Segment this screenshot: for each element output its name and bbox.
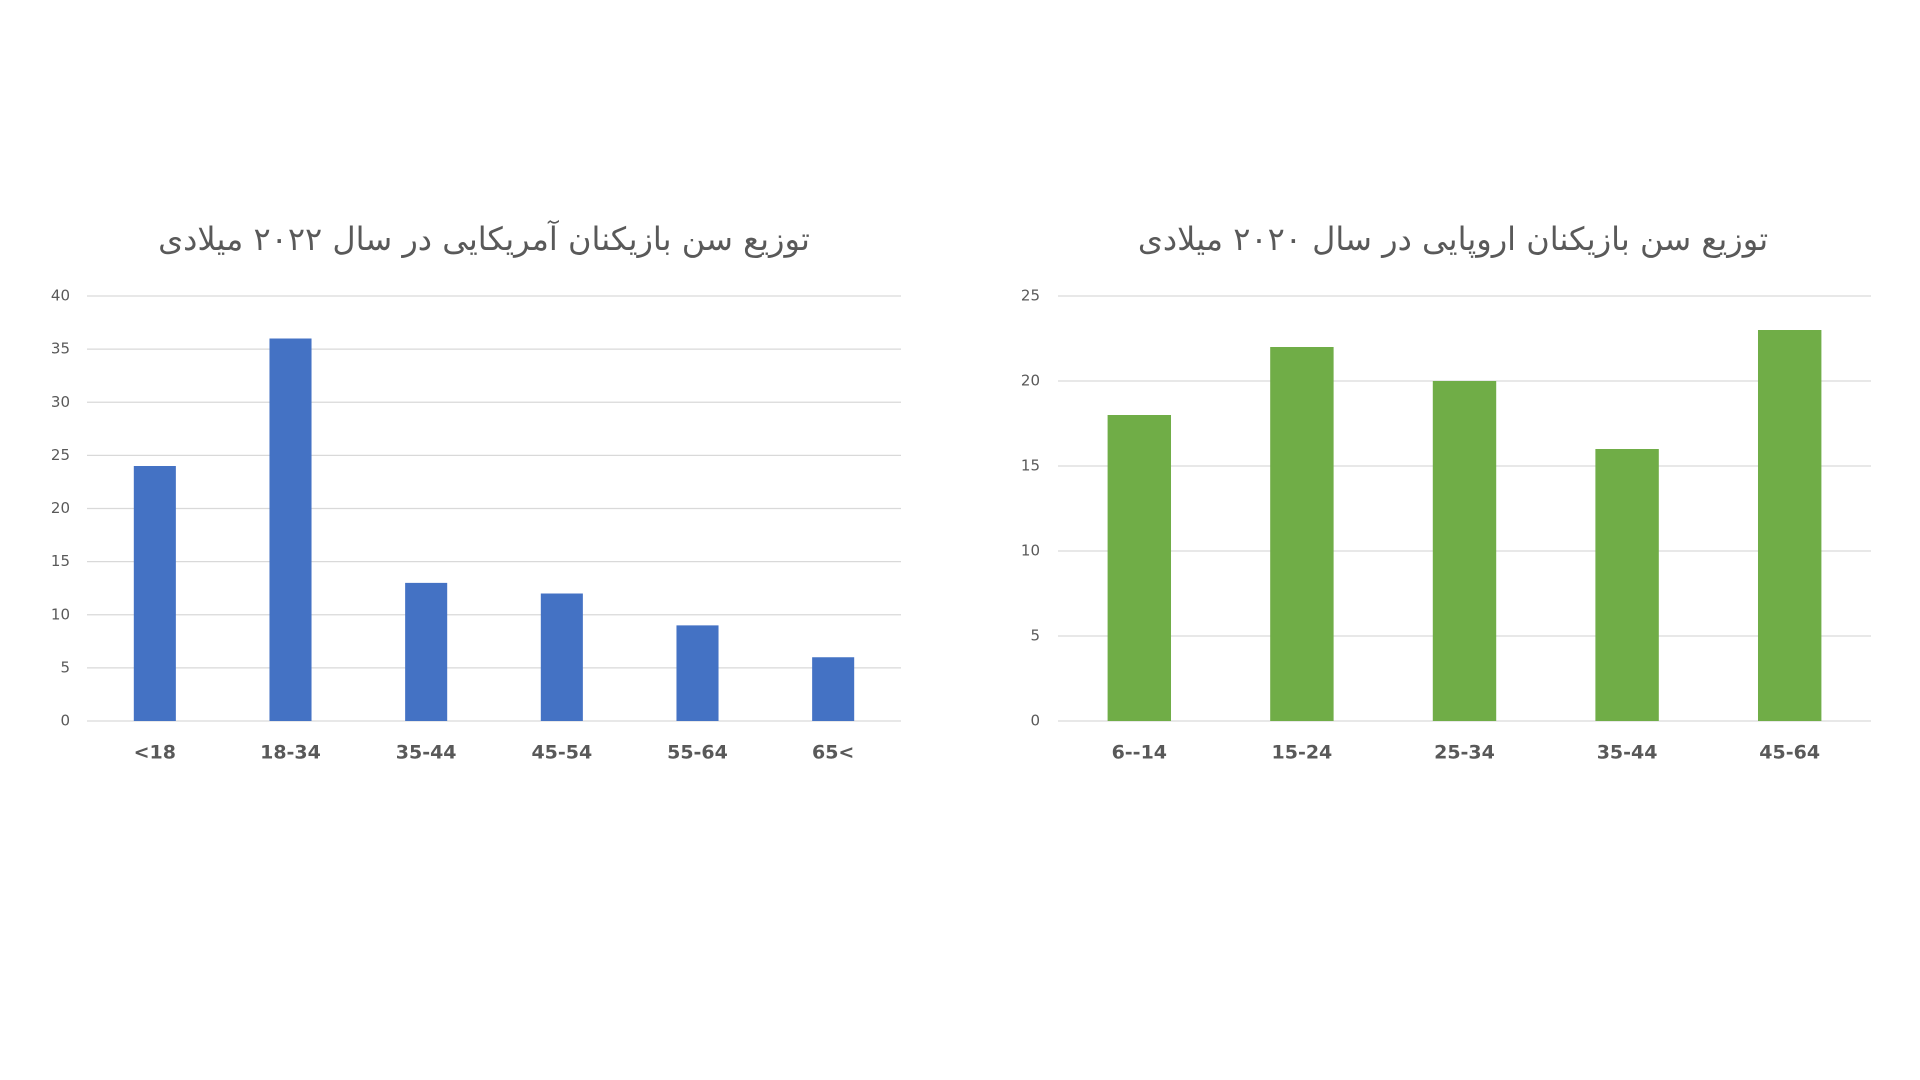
x-tick-label: 6--14 [1112,742,1167,764]
bar [133,466,176,721]
bar [1270,347,1334,721]
chart-title: توزیع سن بازیکنان اروپایی در سال ۲۰۲۰ می… [1138,220,1768,258]
y-tick-label: 10 [1021,542,1040,560]
y-tick-label: 20 [1021,372,1040,390]
x-tick-label: 15-24 [1272,742,1333,764]
x-tick-label: 65< [812,742,854,764]
x-tick-label: 55-64 [667,742,728,764]
bar [1432,381,1497,721]
y-tick-label: 20 [51,499,70,517]
bar [1107,415,1172,721]
y-tick-label: 35 [51,340,70,358]
x-tick-label: 35-44 [1597,742,1658,764]
y-tick-label: 15 [51,552,70,570]
y-tick-label: 0 [60,712,70,730]
y-tick-label: 0 [1030,712,1040,730]
y-tick-label: 30 [51,393,70,411]
y-tick-label: 25 [51,446,70,464]
y-tick-label: 15 [1021,457,1040,475]
y-tick-label: 10 [51,605,70,623]
x-tick-label: 45-64 [1759,742,1820,764]
bar [812,657,855,721]
x-tick-label: 18-34 [260,742,321,764]
bar [1595,449,1659,721]
y-tick-label: 5 [60,658,70,676]
x-tick-label: 45-54 [531,742,592,764]
bar [1757,330,1822,721]
chart-title: توزیع سن بازیکنان آمریکایی در سال ۲۰۲۲ م… [158,219,810,258]
x-tick-label: 25-34 [1434,742,1495,764]
bar [676,625,719,721]
bar [405,582,448,721]
y-tick-label: 40 [51,287,70,305]
x-tick-label: 35-44 [396,742,457,764]
x-tick-label: <18 [134,742,176,764]
bar [269,338,312,721]
y-tick-label: 25 [1021,287,1040,305]
bar [540,593,583,721]
y-tick-label: 5 [1030,627,1040,645]
